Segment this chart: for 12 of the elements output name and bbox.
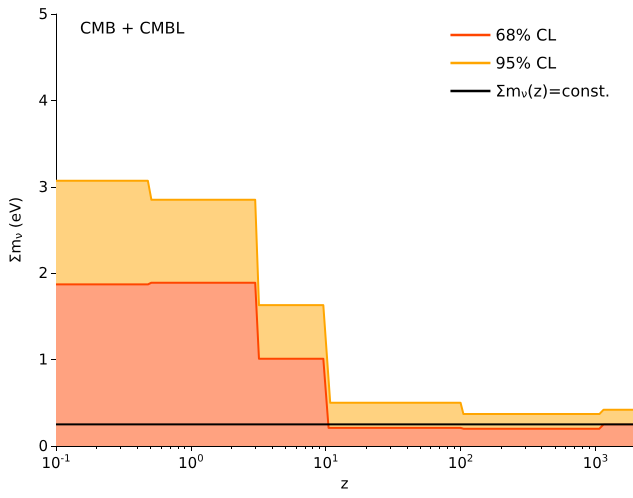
y-axis-title: Σmν (eV)	[6, 196, 25, 264]
annotation: CMB + CMBL	[80, 18, 184, 38]
y-tick-label: 4	[38, 91, 48, 110]
legend-label: 95% CL	[495, 54, 556, 72]
y-tick-label: 1	[38, 350, 48, 369]
y-tick-label: 3	[38, 178, 48, 196]
legend-label: Σmν(z)=const.	[495, 82, 610, 100]
y-tick-label: 5	[38, 5, 48, 23]
legend-label: 68% CL	[495, 26, 556, 44]
x-axis-title: z	[340, 474, 349, 492]
y-tick-label: 0	[38, 437, 48, 455]
y-tick-label: 2	[38, 264, 48, 282]
